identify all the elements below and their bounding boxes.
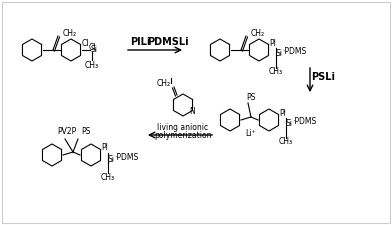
- Text: Cl: Cl: [88, 43, 96, 52]
- Text: living anionic: living anionic: [158, 124, 209, 133]
- Text: Si: Si: [276, 50, 283, 58]
- Text: PI: PI: [102, 144, 109, 153]
- Text: Li⁺: Li⁺: [246, 128, 256, 137]
- Text: PI: PI: [270, 38, 276, 47]
- Text: PDMSLi: PDMSLi: [147, 37, 189, 47]
- Text: ·PDMS: ·PDMS: [282, 47, 306, 56]
- Text: Si: Si: [286, 119, 293, 128]
- Text: N: N: [189, 106, 195, 115]
- Text: polymerization: polymerization: [154, 130, 212, 140]
- Text: PS: PS: [246, 92, 255, 101]
- Text: CH₃: CH₃: [269, 68, 283, 76]
- Text: ·PDMS: ·PDMS: [114, 153, 138, 162]
- Text: CH₃: CH₃: [101, 173, 115, 182]
- Text: CH₃: CH₃: [279, 137, 293, 146]
- Text: PSLi: PSLi: [311, 72, 335, 82]
- Text: CH₂: CH₂: [157, 79, 171, 88]
- Text: CH₂: CH₂: [251, 29, 265, 38]
- Text: PI: PI: [279, 108, 287, 117]
- Text: Si: Si: [108, 155, 115, 164]
- Text: PV2P: PV2P: [57, 128, 76, 137]
- Text: CH₃: CH₃: [85, 61, 99, 70]
- Text: PILi: PILi: [130, 37, 150, 47]
- Text: ·PDMS: ·PDMS: [292, 117, 316, 126]
- Text: Si: Si: [91, 45, 98, 54]
- Text: PS: PS: [81, 128, 91, 137]
- Text: CH₂: CH₂: [63, 29, 77, 38]
- Text: Cl: Cl: [81, 40, 89, 49]
